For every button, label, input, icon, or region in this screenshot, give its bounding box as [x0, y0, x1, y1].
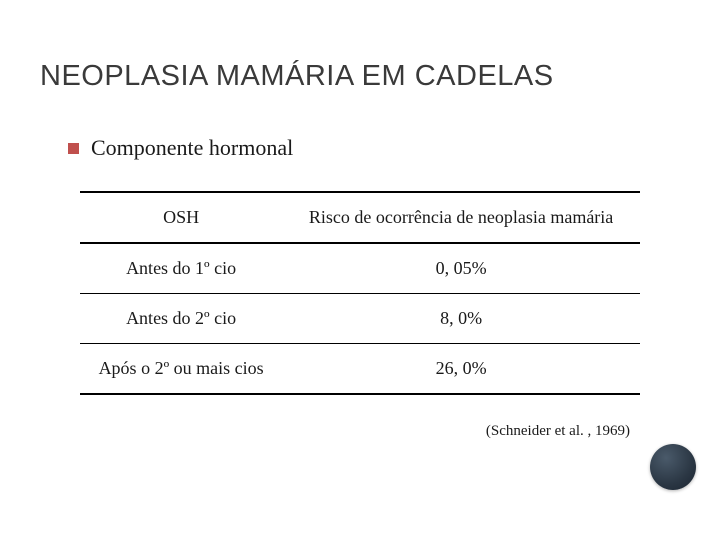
decorative-sphere-icon — [650, 444, 696, 490]
table-row: Antes do 1º cio 0, 05% — [80, 243, 640, 294]
citation-text: (Schneider et al. , 1969) — [40, 423, 630, 440]
bullet-item: Componente hormonal — [68, 135, 680, 161]
cell-osh: Após o 2º ou mais cios — [80, 344, 282, 395]
cell-risk: 0, 05% — [282, 243, 640, 294]
table-row: Antes do 2º cio 8, 0% — [80, 294, 640, 344]
risk-table-wrap: OSH Risco de ocorrência de neoplasia mam… — [80, 191, 640, 395]
table-header-row: OSH Risco de ocorrência de neoplasia mam… — [80, 192, 640, 243]
cell-risk: 8, 0% — [282, 294, 640, 344]
cell-risk: 26, 0% — [282, 344, 640, 395]
col-header-risk: Risco de ocorrência de neoplasia mamária — [282, 192, 640, 243]
bullet-square-icon — [68, 143, 79, 154]
slide-title: NEOPLASIA MAMÁRIA EM CADELAS — [40, 60, 680, 93]
slide-container: NEOPLASIA MAMÁRIA EM CADELAS Componente … — [0, 0, 720, 540]
col-header-osh: OSH — [80, 192, 282, 243]
risk-table: OSH Risco de ocorrência de neoplasia mam… — [80, 191, 640, 395]
cell-osh: Antes do 2º cio — [80, 294, 282, 344]
table-row: Após o 2º ou mais cios 26, 0% — [80, 344, 640, 395]
cell-osh: Antes do 1º cio — [80, 243, 282, 294]
bullet-text: Componente hormonal — [91, 135, 293, 161]
